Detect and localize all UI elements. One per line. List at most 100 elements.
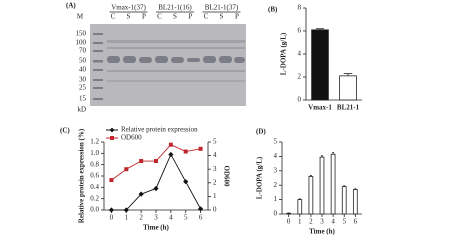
y-tick-label: 0.6 <box>90 172 99 180</box>
x-tick-label: 1 <box>298 218 302 226</box>
y-axis-label: L-DOPA (g/L) <box>256 156 264 199</box>
point <box>124 167 129 172</box>
point <box>183 149 188 154</box>
y-axis-label: Relative protein expression (%) <box>78 128 86 223</box>
lane-group: BL21-1(16) <box>158 4 192 12</box>
y2-tick-label: 5 <box>213 138 217 146</box>
x-tick-label: 5 <box>184 214 188 222</box>
x-tick-label: 4 <box>331 218 335 226</box>
point <box>139 159 144 164</box>
bar <box>297 199 303 215</box>
y-tick-label: 4 <box>274 152 278 160</box>
x-tick-label: 4 <box>169 214 173 222</box>
y-tick-label: 0 <box>274 210 278 218</box>
y2-tick-label: 4 <box>213 151 217 159</box>
y2-tick-label: 3 <box>213 165 217 173</box>
marker-label: 30 <box>79 76 87 84</box>
y2-tick-label: 1 <box>213 192 217 200</box>
y-tick-label: 0.0 <box>90 206 99 214</box>
bar <box>311 29 329 101</box>
gel-bands <box>93 33 245 100</box>
point <box>197 206 204 212</box>
y-tick-label: 0 <box>298 96 302 104</box>
marker-label: 40 <box>79 66 87 74</box>
lane-group: Vmax-1(37) <box>111 4 146 12</box>
x-tick-label: 6 <box>354 218 358 226</box>
marker-label: 50 <box>79 57 87 65</box>
x-tick-label: 2 <box>139 214 143 222</box>
y-tick-label: 8 <box>298 4 302 12</box>
y-tick-label: 0.4 <box>90 183 99 191</box>
point <box>109 178 114 183</box>
x-tick-label: 0 <box>287 218 291 226</box>
legend-marker <box>110 136 114 140</box>
x-tick-label: 5 <box>342 218 346 226</box>
panel-label: (D) <box>256 128 266 136</box>
lane-label: C <box>157 13 162 21</box>
lane-group: BL21-1(37) <box>205 4 239 12</box>
lane-label: M <box>77 13 84 21</box>
x-tick-label: 3 <box>320 218 324 226</box>
lane-label: S <box>173 13 177 21</box>
y2-tick-label: 2 <box>213 178 217 186</box>
marker-label: 15 <box>79 95 87 103</box>
y-tick-label: 2 <box>298 73 302 81</box>
x-tick-label: 6 <box>199 214 203 222</box>
y-tick-label: 1.0 <box>90 149 99 157</box>
y2-axis-label: OD600 <box>222 166 230 188</box>
y-tick-label: 0.2 <box>90 194 99 202</box>
y-tick-label: 1.2 <box>90 138 99 146</box>
y-tick-label: 3 <box>274 166 278 174</box>
lane-label: P <box>235 13 239 21</box>
panel-label: (B) <box>268 6 278 14</box>
panel-label: (A) <box>66 2 76 10</box>
x-tick-label: BL21-1 <box>337 104 360 112</box>
point <box>183 179 189 185</box>
x-axis-label: Time (h) <box>143 224 169 232</box>
lane-label: P <box>142 13 146 21</box>
bar <box>330 153 336 215</box>
point <box>168 151 174 158</box>
y-axis-label: L-DOPA (g/L) <box>280 32 288 75</box>
lane-label: C <box>111 13 116 21</box>
x-tick-label: Vmax-1 <box>308 104 332 112</box>
gel-image <box>90 24 246 106</box>
y-tick-label: 4 <box>298 50 302 58</box>
bar <box>352 189 358 215</box>
marker-label: 70 <box>79 47 87 55</box>
y2-tick-label: 0 <box>213 206 217 214</box>
legend-label: Relative protein expression <box>121 126 198 134</box>
x-tick-label: 3 <box>154 214 158 222</box>
x-tick-label: 2 <box>309 218 313 226</box>
x-tick-label: 1 <box>125 214 129 222</box>
y-tick-label: 1 <box>274 195 278 203</box>
lane-label: C <box>204 13 209 21</box>
x-tick-label: 0 <box>110 214 114 222</box>
lane-label: P <box>189 13 193 21</box>
bar <box>286 212 292 215</box>
y-tick-label: 5 <box>274 138 278 146</box>
y-tick-label: 0.8 <box>90 160 99 168</box>
point <box>123 207 129 213</box>
x-axis-label: Time (h) <box>309 228 335 236</box>
point <box>108 207 115 213</box>
marker-label: 150 <box>76 30 87 38</box>
point <box>168 142 173 147</box>
y-tick-label: 2 <box>274 181 278 189</box>
point <box>153 185 159 192</box>
bar <box>319 156 325 215</box>
bar <box>339 75 357 101</box>
lane-label: S <box>127 13 131 21</box>
legend-marker <box>109 127 115 133</box>
point <box>198 146 203 151</box>
marker-unit: kD <box>77 106 86 114</box>
legend-label: OD600 <box>121 134 142 142</box>
marker-label: 25 <box>79 84 87 92</box>
lane-label: S <box>220 13 224 21</box>
y-tick-label: 6 <box>298 27 302 35</box>
bar <box>308 176 314 215</box>
panel-label: (C) <box>60 127 70 135</box>
bar <box>341 186 347 215</box>
point <box>154 159 158 164</box>
